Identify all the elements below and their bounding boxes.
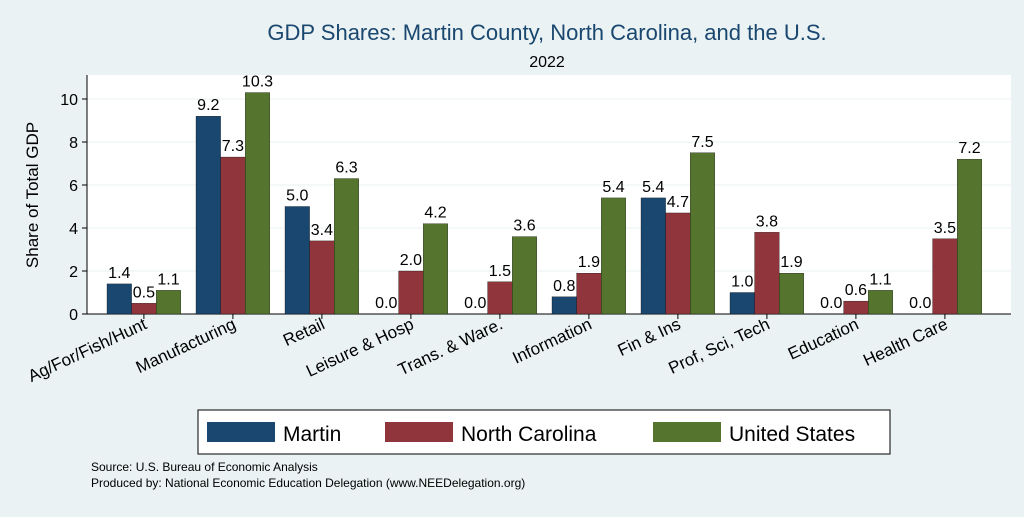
data-label: 4.7: [667, 194, 689, 211]
axes: 0 2 4 6 8 10: [60, 75, 1011, 324]
data-label: 5.4: [602, 179, 624, 196]
bar: [334, 178, 359, 315]
data-label: 10.3: [242, 74, 273, 91]
data-label: 5.0: [286, 188, 308, 205]
legend-swatch: [385, 422, 453, 442]
category-label: Education: [785, 314, 862, 363]
bar: [106, 283, 132, 315]
bar: [423, 223, 448, 315]
legend-swatch: [653, 422, 721, 442]
category-label: Information: [509, 314, 594, 367]
data-label: 1.1: [157, 271, 179, 288]
data-label: 3.6: [513, 218, 535, 235]
data-label: 7.3: [222, 138, 244, 155]
bar: [640, 197, 666, 315]
bar: [398, 270, 424, 315]
bar: [843, 300, 869, 315]
data-label: 4.2: [424, 205, 446, 222]
bar: [665, 212, 691, 315]
category-label: Fin & Ins: [615, 314, 684, 360]
produced-by-note: Produced by: National Economic Education…: [91, 476, 525, 490]
legend-items: Martin North Carolina United States: [207, 422, 855, 446]
category-label: Prof, Sci, Tech: [666, 314, 773, 377]
data-label: 0.0: [909, 295, 931, 312]
data-label: 1.9: [780, 254, 802, 271]
category-label: Health Care: [860, 314, 950, 370]
bar: [932, 238, 958, 315]
data-label: 3.5: [934, 220, 956, 237]
bar: [690, 152, 715, 315]
data-label: 0.0: [464, 295, 486, 312]
data-label: 2.0: [400, 252, 422, 269]
data-label: 3.4: [311, 222, 333, 239]
bar: [551, 296, 577, 315]
data-label: 7.5: [691, 134, 713, 151]
data-label: 7.2: [958, 140, 980, 157]
y-tick-label: 4: [69, 221, 78, 238]
bar: [868, 290, 893, 315]
bars: [106, 92, 982, 315]
data-label: 1.0: [731, 274, 753, 291]
legend-label: Martin: [283, 423, 341, 446]
legend-box: [197, 409, 891, 455]
source-note: Source: U.S. Bureau of Economic Analysis: [91, 460, 318, 474]
data-label: 0.0: [375, 295, 397, 312]
data-label: 1.5: [489, 263, 511, 280]
bar: [779, 272, 804, 315]
y-axis-title: Share of Total GDP: [23, 122, 42, 268]
data-labels: 1.4 9.2 5.0 0.0 0.0 0.8 5.4 1.0 0.0 0.0 0.5 7.3 3.4 2…: [108, 74, 981, 312]
bar: [309, 240, 335, 315]
bar: [512, 236, 537, 315]
bar: [220, 156, 246, 315]
legend-swatch: [207, 422, 275, 442]
data-label: 1.1: [869, 271, 891, 288]
category-label: Ag/For/Fish/Hunt: [25, 314, 150, 386]
legend-label: United States: [729, 423, 855, 446]
bar: [131, 303, 157, 315]
bar: [156, 290, 181, 315]
data-label: 6.3: [335, 160, 357, 177]
data-label: 1.9: [578, 254, 600, 271]
legend-label: North Carolina: [461, 423, 597, 446]
y-tick-label: 8: [69, 135, 78, 152]
bar: [601, 197, 626, 315]
bar: [195, 116, 221, 315]
legend: Martin North Carolina United States: [197, 409, 891, 455]
data-label: 1.4: [108, 265, 130, 282]
bar: [729, 292, 755, 315]
bar: [576, 272, 602, 315]
data-label: 9.2: [197, 97, 219, 114]
chart-title: GDP Shares: Martin County, North Carolin…: [267, 20, 826, 45]
bar: [957, 159, 982, 315]
data-label: 3.8: [756, 213, 778, 230]
bar: [284, 206, 310, 315]
bar: [245, 92, 270, 315]
category-label: Retail: [280, 314, 327, 350]
data-label: 0.6: [845, 282, 867, 299]
y-tick-label: 10: [60, 92, 78, 109]
bar: [754, 232, 780, 315]
y-tick-label: 0: [69, 307, 78, 324]
y-tick-label: 6: [69, 178, 78, 195]
chart-subtitle: 2022: [529, 54, 565, 71]
y-tick-label: 2: [69, 264, 78, 281]
category-label: Manufacturing: [133, 314, 239, 377]
data-label: 5.4: [642, 179, 664, 196]
data-label: 0.0: [820, 295, 842, 312]
data-label: 0.8: [553, 278, 575, 295]
bar: [487, 281, 513, 315]
data-label: 0.5: [133, 284, 155, 301]
